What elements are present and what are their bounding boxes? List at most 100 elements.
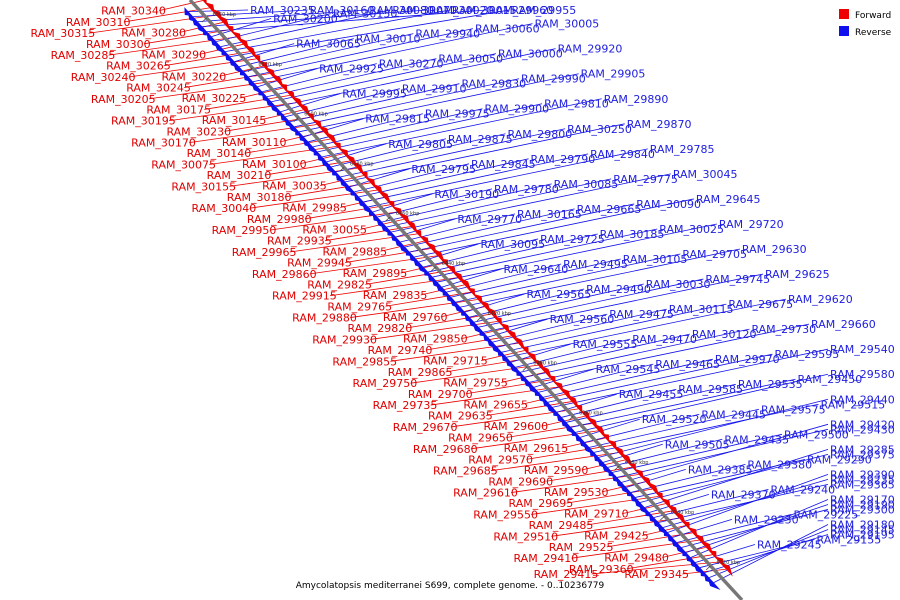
connector-line xyxy=(304,204,391,220)
gene-label: RAM_30145 xyxy=(202,114,267,127)
connector-line xyxy=(312,108,483,148)
gene-glyph xyxy=(257,60,269,73)
gene-label: RAM_29995 xyxy=(342,88,407,101)
gene-glyph xyxy=(706,575,721,590)
gene-glyph xyxy=(552,381,564,393)
connector-line xyxy=(547,353,773,403)
gene-label: RAM_29820 xyxy=(348,322,413,335)
connector-line xyxy=(331,138,447,168)
gene-glyph xyxy=(267,97,285,116)
gene-label: RAM_29380 xyxy=(747,458,812,471)
axis-tick-label: 6400 kbp xyxy=(533,361,557,367)
gene-label: RAM_30270 xyxy=(379,58,444,71)
connector-line xyxy=(571,539,700,559)
gene-glyph xyxy=(666,531,678,544)
gene-label: RAM_29855 xyxy=(332,355,397,368)
gene-label: RAM_29180 xyxy=(830,518,895,531)
connector-line xyxy=(386,178,612,228)
gene-glyph xyxy=(375,214,389,230)
gene-glyph xyxy=(413,229,422,239)
gene-label: RAM_29525 xyxy=(549,541,614,554)
gene-glyph xyxy=(654,518,672,537)
gene-label: RAM_30170 xyxy=(131,137,196,150)
connector-line xyxy=(269,211,398,231)
gene-label: RAM_29930 xyxy=(312,333,377,346)
axis-tick-label: 6380 kbp xyxy=(579,410,603,416)
genome-axis xyxy=(188,0,744,600)
gene-glyph xyxy=(574,404,583,414)
gene-glyph xyxy=(405,247,414,257)
gene-glyph xyxy=(630,491,641,504)
gene-glyph xyxy=(391,206,403,218)
gene-label: RAM_29625 xyxy=(765,268,830,281)
connector-line xyxy=(626,554,713,570)
gene-glyph xyxy=(482,331,494,344)
gene-label: RAM_30110 xyxy=(222,136,287,149)
gene-glyph xyxy=(516,367,525,377)
gene-label: RAM_29915 xyxy=(272,290,337,303)
connector-line xyxy=(437,223,717,283)
gene-label: RAM_29715 xyxy=(423,355,488,368)
gene-label: RAM_29365 xyxy=(830,478,895,491)
connector-line xyxy=(289,83,460,123)
connector-line xyxy=(543,358,713,398)
connector-line xyxy=(682,568,726,575)
connector-line xyxy=(248,28,474,78)
legend-label-forward: Forward xyxy=(855,11,891,21)
connector-line xyxy=(713,524,829,583)
gene-label: RAM_29840 xyxy=(590,148,655,161)
connector-line xyxy=(455,253,681,303)
connector-line xyxy=(225,9,451,53)
gene-label: RAM_30020 xyxy=(429,4,494,17)
gene-label: RAM_30195 xyxy=(111,115,176,128)
connector-line xyxy=(524,328,750,378)
gene-label: RAM_29600 xyxy=(483,420,548,433)
connector-line xyxy=(350,299,478,318)
gene-label: RAM_29415 xyxy=(534,568,599,581)
gene-label: RAM_29785 xyxy=(650,143,715,156)
connector-line xyxy=(478,278,704,328)
gene-label: RAM_29850 xyxy=(403,333,468,346)
gene-label: RAM_29990 xyxy=(521,73,586,86)
connector-line xyxy=(589,408,760,448)
gene-glyph xyxy=(335,170,346,183)
map-caption: Amycolatopsis mediterranei S699, complet… xyxy=(296,581,605,591)
gene-label: RAM_29640 xyxy=(504,263,569,276)
gene-label: RAM_30250 xyxy=(567,123,632,136)
gene-label: RAM_30055 xyxy=(302,223,367,236)
gene-label: RAM_29945 xyxy=(287,257,352,270)
gene-glyph xyxy=(719,561,733,577)
gene-label: RAM_29645 xyxy=(696,193,761,206)
gene-glyph xyxy=(194,17,211,36)
gene-label: RAM_30180 xyxy=(227,191,292,204)
gene-label: RAM_29515 xyxy=(821,398,886,411)
gene-label: RAM_30185 xyxy=(600,228,665,241)
connector-line xyxy=(639,453,829,503)
gene-label: RAM_30045 xyxy=(673,168,738,181)
gene-label: RAM_29700 xyxy=(408,388,473,401)
gene-glyph xyxy=(547,375,556,385)
connector-line xyxy=(470,430,599,450)
gene-label: RAM_29430 xyxy=(830,423,895,436)
gene-glyph xyxy=(268,71,285,90)
gene-label: RAM_29920 xyxy=(558,43,623,56)
gene-glyph xyxy=(375,188,392,207)
connector-line xyxy=(308,113,423,143)
gene-label: RAM_30095 xyxy=(480,238,545,251)
gene-glyph xyxy=(332,141,341,151)
gene-label: RAM_30310 xyxy=(66,16,131,29)
connector-line xyxy=(405,313,492,329)
gene-label: RAM_29570 xyxy=(468,453,533,466)
gene-label: RAM_30080 xyxy=(369,4,434,17)
gene-label: RAM_29795 xyxy=(411,163,476,176)
connector-line xyxy=(584,413,700,443)
gene-label: RAM_30220 xyxy=(161,70,226,83)
axis-tick-label: 6480 kbp xyxy=(350,161,374,167)
gene-glyph xyxy=(212,37,229,56)
gene-label: RAM_29470 xyxy=(632,333,697,346)
gene-glyph xyxy=(703,571,715,584)
connector-line xyxy=(566,488,653,504)
gene-glyph xyxy=(279,83,288,93)
gene-label: RAM_30265 xyxy=(106,60,171,73)
